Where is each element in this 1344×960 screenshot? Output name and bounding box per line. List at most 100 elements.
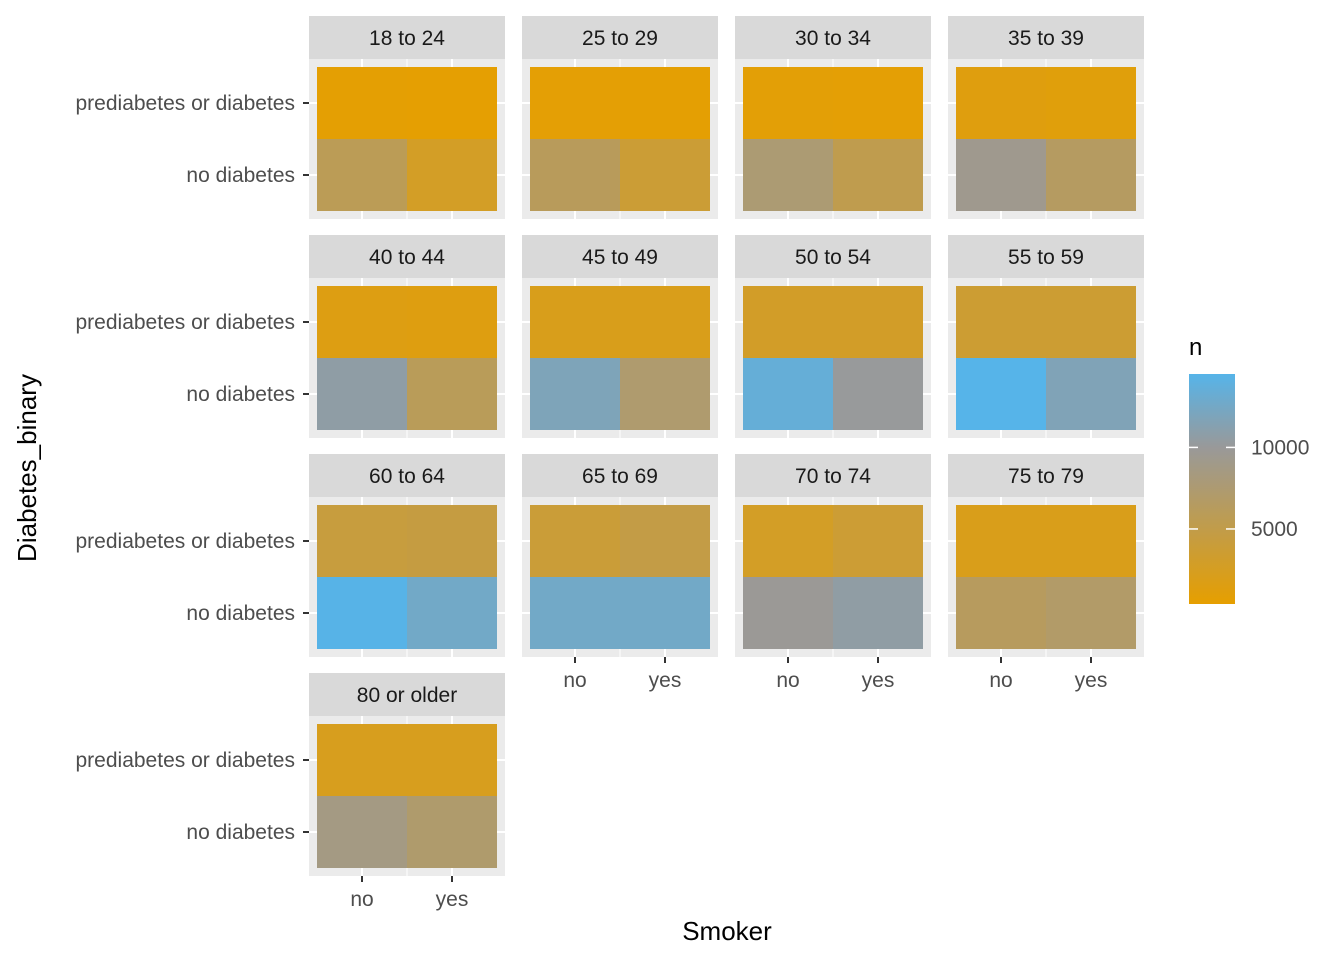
heat-tile-yes-no-diabetes [620, 139, 710, 211]
heat-tile-yes-no-diabetes [620, 577, 710, 649]
x-tick-label: yes [649, 669, 682, 692]
facet-strip [735, 16, 931, 59]
heat-tile-yes-no-diabetes [833, 139, 923, 211]
heat-tile-no-no-diabetes [956, 358, 1046, 430]
facet-40-to-44: 40 to 44 prediabetes or diabetes no diabet… [76, 235, 505, 438]
heat-tile-no-prediabetes-or-diabetes [317, 724, 407, 796]
legend: n 5000 10000 [1189, 334, 1309, 604]
heat-tile-yes-prediabetes-or-diabetes [620, 67, 710, 139]
heat-tile-no-prediabetes-or-diabetes [743, 286, 833, 358]
x-tick-label: no [989, 669, 1012, 692]
heat-tile-no-no-diabetes [317, 577, 407, 649]
heat-tile-yes-no-diabetes [833, 577, 923, 649]
facets-layer: 18 to 24 prediabetes or diabetes no diabet… [76, 16, 1144, 911]
y-tick-label: prediabetes or diabetes [76, 530, 296, 553]
heat-tile-no-no-diabetes [743, 139, 833, 211]
heat-tile-no-no-diabetes [317, 358, 407, 430]
y-tick-label: prediabetes or diabetes [76, 749, 296, 772]
facet-strip [522, 235, 718, 278]
heat-tile-yes-no-diabetes [407, 139, 497, 211]
facet-strip [948, 454, 1144, 497]
heat-tile-yes-prediabetes-or-diabetes [1046, 67, 1136, 139]
facet-55-to-59: 55 to 59 [948, 235, 1144, 438]
x-tick-label: yes [436, 888, 469, 911]
facet-60-to-64: 60 to 64 prediabetes or diabetes no diabet… [76, 454, 505, 657]
heat-tile-no-no-diabetes [743, 358, 833, 430]
legend-tick-label: 10000 [1251, 436, 1309, 459]
facet-strip-label: 30 to 34 [795, 27, 871, 50]
heat-tile-yes-no-diabetes [1046, 358, 1136, 430]
facet-75-to-79: 75 to 79 no yes [948, 454, 1144, 692]
heat-tile-yes-no-diabetes [620, 358, 710, 430]
y-tick-label: prediabetes or diabetes [76, 311, 296, 334]
facet-strip-label: 45 to 49 [582, 246, 658, 269]
facet-strip-label: 55 to 59 [1008, 246, 1084, 269]
heat-tile-yes-prediabetes-or-diabetes [833, 505, 923, 577]
facet-strip-label: 60 to 64 [369, 465, 445, 488]
heat-tile-no-prediabetes-or-diabetes [956, 67, 1046, 139]
heat-tile-yes-prediabetes-or-diabetes [833, 67, 923, 139]
facet-strip [948, 16, 1144, 59]
heat-tile-yes-no-diabetes [833, 358, 923, 430]
x-tick-label: yes [1075, 669, 1108, 692]
heat-tile-yes-prediabetes-or-diabetes [620, 286, 710, 358]
facet-strip-label: 18 to 24 [369, 27, 445, 50]
heat-tile-yes-prediabetes-or-diabetes [620, 505, 710, 577]
facet-strip [735, 235, 931, 278]
heat-tile-no-no-diabetes [317, 139, 407, 211]
y-axis-title: Diabetes_binary [12, 374, 42, 562]
facet-strip-label: 65 to 69 [582, 465, 658, 488]
heat-tile-no-prediabetes-or-diabetes [317, 505, 407, 577]
facet-35-to-39: 35 to 39 [948, 16, 1144, 219]
heat-tile-no-no-diabetes [317, 796, 407, 868]
y-tick-label: no diabetes [186, 383, 295, 406]
heat-tile-no-no-diabetes [956, 577, 1046, 649]
heat-tile-yes-no-diabetes [407, 577, 497, 649]
x-tick-label: no [776, 669, 799, 692]
heat-tile-no-prediabetes-or-diabetes [530, 67, 620, 139]
facet-strip [309, 454, 505, 497]
heat-tile-yes-prediabetes-or-diabetes [1046, 505, 1136, 577]
heat-tile-no-prediabetes-or-diabetes [317, 67, 407, 139]
x-tick-label: no [350, 888, 373, 911]
facet-30-to-34: 30 to 34 [735, 16, 931, 219]
heat-tile-no-prediabetes-or-diabetes [956, 286, 1046, 358]
heat-tile-yes-no-diabetes [407, 358, 497, 430]
heat-tile-no-prediabetes-or-diabetes [743, 67, 833, 139]
x-tick-label: yes [862, 669, 895, 692]
facet-strip [735, 454, 931, 497]
heat-tile-yes-prediabetes-or-diabetes [1046, 286, 1136, 358]
y-tick-label: prediabetes or diabetes [76, 92, 296, 115]
facet-strip [309, 673, 505, 716]
facet-strip-label: 80 or older [357, 684, 457, 707]
heat-tile-no-no-diabetes [530, 577, 620, 649]
heat-tile-yes-prediabetes-or-diabetes [407, 286, 497, 358]
facet-25-to-29: 25 to 29 [522, 16, 718, 219]
legend-tick-label: 5000 [1251, 518, 1298, 541]
facet-strip [309, 16, 505, 59]
heat-tile-no-prediabetes-or-diabetes [530, 286, 620, 358]
facet-70-to-74: 70 to 74 no yes [735, 454, 931, 692]
heat-tile-yes-prediabetes-or-diabetes [407, 67, 497, 139]
heat-tile-no-no-diabetes [530, 139, 620, 211]
heat-tile-no-no-diabetes [530, 358, 620, 430]
heat-tile-yes-prediabetes-or-diabetes [833, 286, 923, 358]
heat-tile-yes-no-diabetes [1046, 577, 1136, 649]
heat-tile-yes-no-diabetes [1046, 139, 1136, 211]
heat-tile-yes-no-diabetes [407, 796, 497, 868]
facet-strip-label: 25 to 29 [582, 27, 658, 50]
legend-title: n [1189, 334, 1202, 361]
facet-strip [522, 16, 718, 59]
facet-strip-label: 40 to 44 [369, 246, 445, 269]
facet-strip [948, 235, 1144, 278]
heat-tile-no-prediabetes-or-diabetes [743, 505, 833, 577]
x-axis-title: Smoker [682, 916, 772, 946]
heat-tile-yes-prediabetes-or-diabetes [407, 724, 497, 796]
y-tick-label: no diabetes [186, 821, 295, 844]
heat-tile-no-no-diabetes [956, 139, 1046, 211]
facet-18-to-24: 18 to 24 prediabetes or diabetes no diabet… [76, 16, 505, 219]
facet-65-to-69: 65 to 69 no yes [522, 454, 718, 692]
y-tick-label: no diabetes [186, 602, 295, 625]
heat-tile-no-prediabetes-or-diabetes [956, 505, 1046, 577]
